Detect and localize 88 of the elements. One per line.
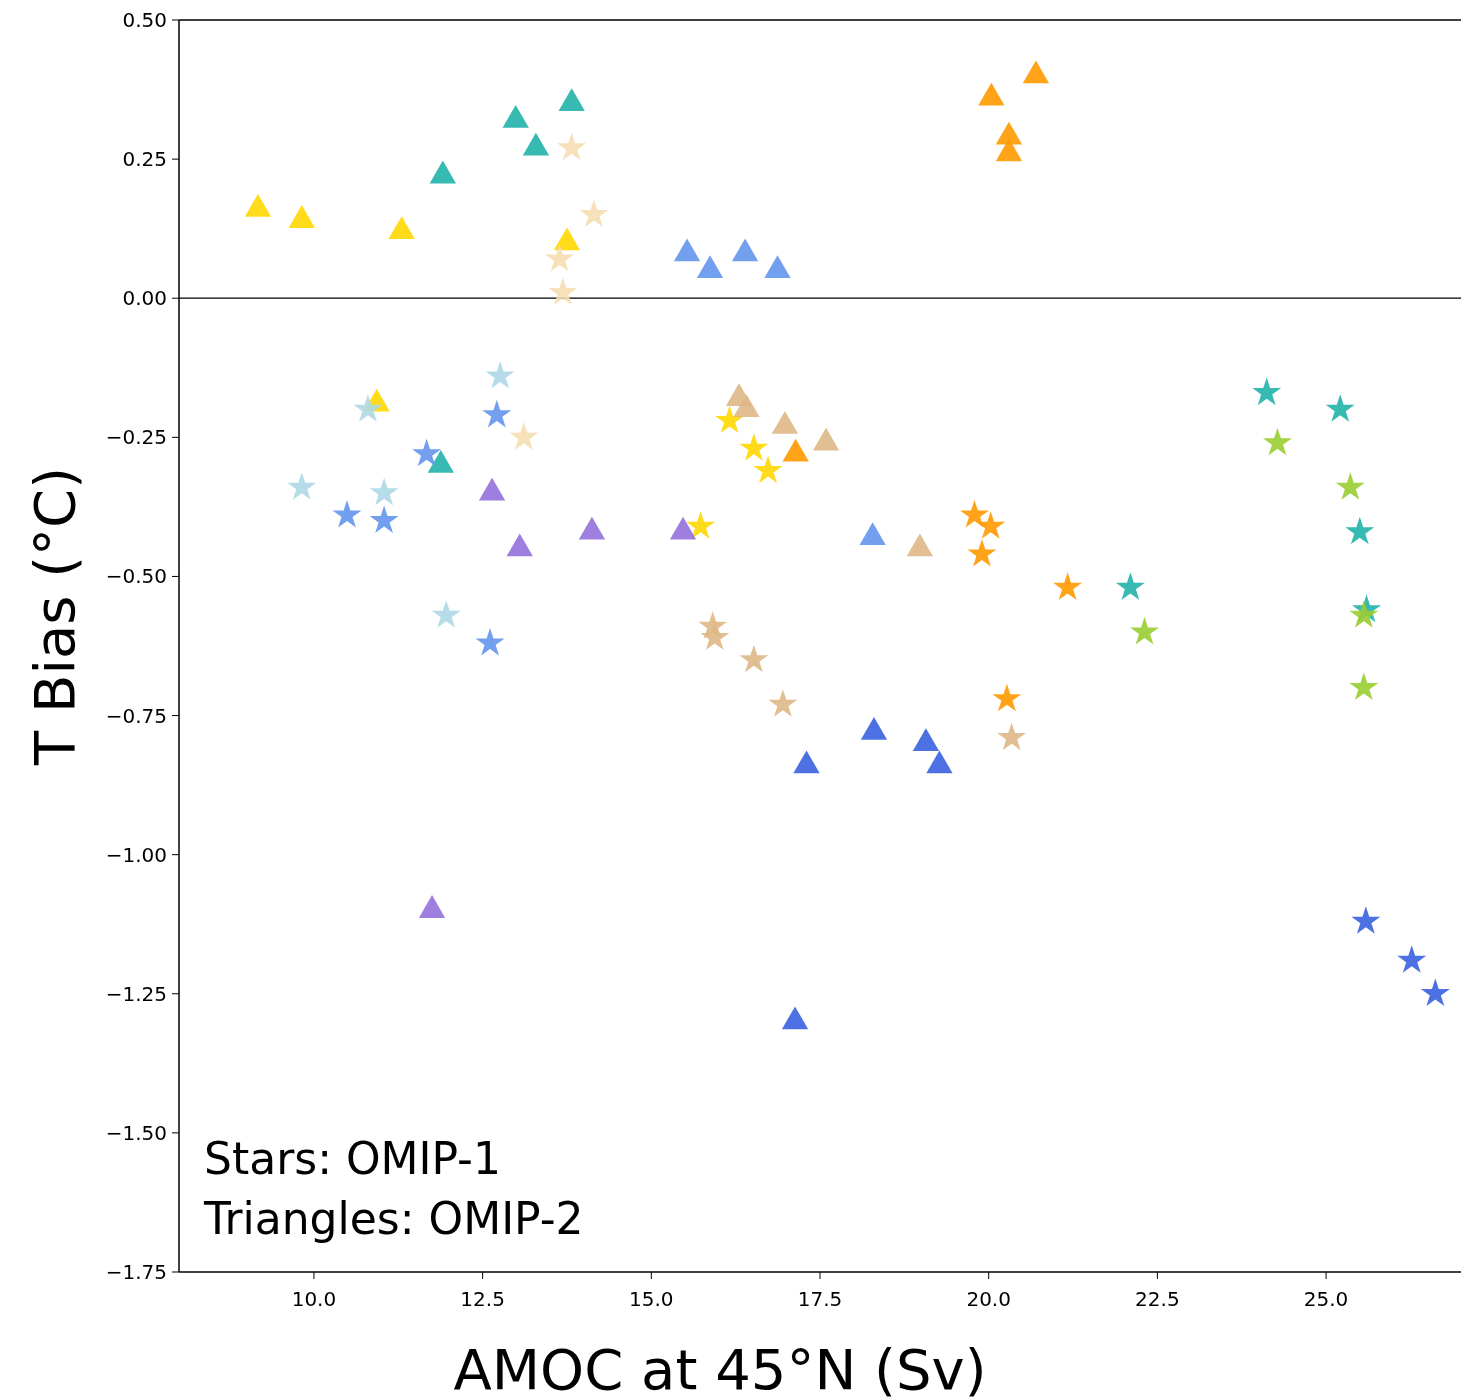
point: [502, 104, 529, 128]
point: [1130, 616, 1160, 645]
point: [1115, 572, 1145, 600]
point: [369, 505, 399, 534]
point: [485, 360, 515, 389]
point: [1335, 472, 1365, 500]
point: [545, 244, 575, 272]
point: [557, 132, 587, 161]
y-tick-label: −1.00: [105, 842, 167, 867]
y-tick-label: −0.25: [105, 425, 167, 450]
point: [715, 405, 745, 433]
x-tick-label: 25.0: [1303, 1287, 1349, 1311]
point: [553, 227, 581, 251]
point: [673, 238, 701, 262]
point: [686, 511, 716, 539]
y-tick-label: −1.25: [105, 981, 167, 1006]
point: [287, 472, 317, 500]
point: [558, 88, 585, 112]
point: [475, 628, 505, 656]
point: [478, 477, 506, 501]
point: [431, 600, 461, 628]
point: [859, 522, 886, 546]
y-axis-title: T Bias (°C): [22, 466, 87, 767]
point: [1349, 600, 1379, 628]
y-tick-label: −0.75: [105, 703, 167, 728]
point: [960, 500, 989, 528]
point: [1349, 672, 1379, 701]
x-tick-label: 17.5: [797, 1287, 843, 1311]
point: [731, 238, 759, 262]
point: [1053, 572, 1083, 600]
x-tick-label: 22.5: [1135, 1287, 1180, 1311]
point: [1420, 978, 1450, 1007]
point: [696, 255, 724, 278]
point: [739, 644, 769, 673]
point: [978, 82, 1005, 106]
point: [369, 477, 399, 506]
x-axis-title: AMOC at 45°N (Sv): [453, 1337, 987, 1397]
point: [992, 683, 1022, 712]
point: [1397, 945, 1427, 973]
point: [739, 433, 769, 461]
point: [522, 132, 550, 156]
point: [244, 193, 272, 217]
y-tick-label: 0.00: [122, 286, 167, 311]
point: [976, 511, 1006, 539]
point: [1351, 906, 1381, 934]
point: [388, 216, 415, 240]
point: [506, 533, 533, 557]
point: [548, 277, 578, 305]
point: [1345, 516, 1375, 545]
point: [771, 411, 799, 434]
y-tick-label: 0.50: [122, 8, 167, 32]
point: [782, 438, 809, 462]
point: [578, 516, 606, 540]
point: [768, 689, 798, 717]
annotation: Triangles: OMIP-2: [203, 1193, 584, 1244]
annotation: Stars: OMIP-1: [204, 1133, 501, 1184]
point: [1252, 377, 1282, 406]
x-tick-label: 20.0: [966, 1287, 1011, 1311]
point: [1263, 427, 1292, 456]
point: [669, 516, 697, 540]
point: [1022, 60, 1050, 84]
x-tick-label: 12.5: [460, 1287, 505, 1311]
point: [733, 394, 760, 418]
point: [700, 622, 730, 650]
x-tick-label: 10.0: [291, 1287, 337, 1311]
point: [412, 438, 442, 467]
x-tick-label: 15.0: [629, 1287, 674, 1311]
y-tick-label: −0.50: [105, 564, 167, 589]
point: [967, 538, 997, 567]
y-tick-label: −1.50: [105, 1120, 167, 1145]
y-tick-label: −1.75: [105, 1260, 167, 1284]
point: [427, 449, 454, 473]
point: [288, 205, 315, 228]
point: [764, 255, 791, 278]
point: [353, 394, 383, 422]
point: [997, 722, 1027, 751]
point: [482, 399, 512, 428]
point: [995, 121, 1023, 145]
point: [429, 160, 456, 184]
y-tick-label: 0.25: [122, 147, 167, 172]
point: [579, 199, 609, 228]
point: [1325, 394, 1355, 422]
point: [332, 500, 362, 528]
point: [753, 455, 783, 484]
point: [509, 422, 539, 450]
point: [906, 533, 934, 557]
point: [812, 427, 840, 451]
point: [995, 138, 1023, 162]
